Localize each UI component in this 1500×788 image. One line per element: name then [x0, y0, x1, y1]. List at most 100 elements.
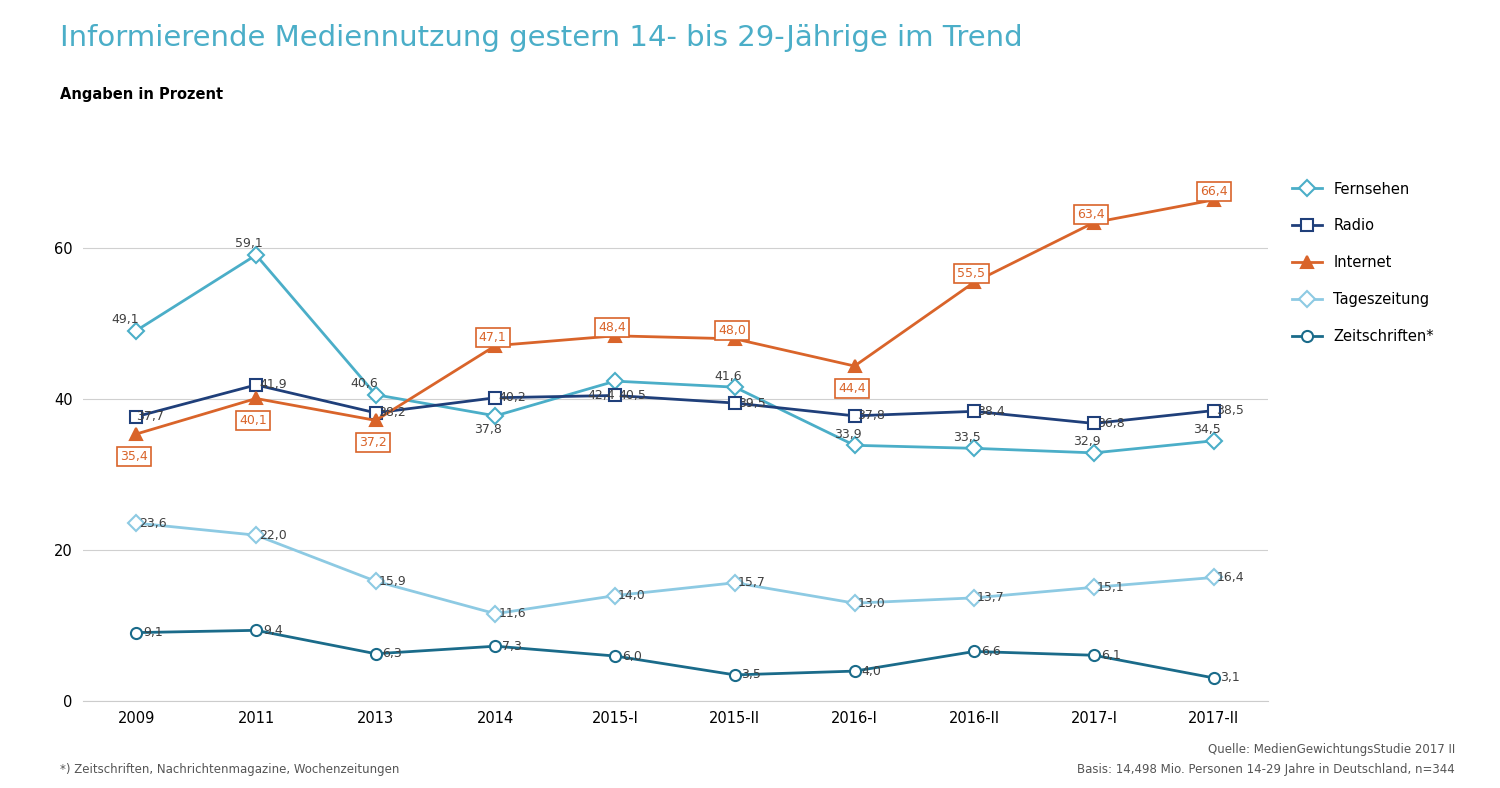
Zeitschriften* [606, 651, 624, 660]
Fernsehen [1084, 448, 1102, 458]
Radio [846, 411, 864, 421]
Text: 34,5: 34,5 [1192, 423, 1221, 437]
Line: Radio: Radio [130, 379, 1220, 429]
Radio [606, 391, 624, 400]
Internet [606, 331, 624, 340]
Text: 40,1: 40,1 [240, 414, 267, 427]
Text: Basis: 14,498 Mio. Personen 14-29 Jahre in Deutschland, n=344: Basis: 14,498 Mio. Personen 14-29 Jahre … [1077, 764, 1455, 776]
Text: 15,9: 15,9 [378, 574, 406, 588]
Text: 39,5: 39,5 [738, 396, 765, 410]
Text: Angaben in Prozent: Angaben in Prozent [60, 87, 223, 102]
Zeitschriften* [486, 641, 504, 651]
Tageszeitung [846, 598, 864, 608]
Text: 13,0: 13,0 [858, 597, 885, 610]
Text: 40,2: 40,2 [498, 392, 526, 404]
Radio [248, 380, 266, 389]
Text: 44,4: 44,4 [839, 381, 866, 395]
Text: 38,2: 38,2 [378, 407, 406, 419]
Text: 33,5: 33,5 [954, 431, 981, 444]
Zeitschriften* [1204, 673, 1222, 682]
Text: 41,9: 41,9 [260, 378, 286, 392]
Fernsehen [486, 411, 504, 421]
Text: Quelle: MedienGewichtungsStudie 2017 II: Quelle: MedienGewichtungsStudie 2017 II [1208, 744, 1455, 756]
Text: 3,5: 3,5 [741, 668, 762, 682]
Radio [964, 407, 982, 416]
Text: 41,6: 41,6 [714, 370, 741, 382]
Text: 23,6: 23,6 [140, 517, 166, 530]
Zeitschriften* [248, 626, 266, 635]
Line: Internet: Internet [130, 194, 1220, 440]
Text: 22,0: 22,0 [260, 529, 286, 541]
Text: 36,8: 36,8 [1096, 417, 1125, 430]
Line: Fernsehen: Fernsehen [130, 250, 1220, 459]
Text: 66,4: 66,4 [1200, 185, 1227, 198]
Radio [1084, 418, 1102, 428]
Tageszeitung [1204, 573, 1222, 582]
Text: 6,3: 6,3 [382, 647, 402, 660]
Text: *) Zeitschriften, Nachrichtenmagazine, Wochenzeitungen: *) Zeitschriften, Nachrichtenmagazine, W… [60, 764, 399, 776]
Zeitschriften* [128, 628, 146, 637]
Text: 14,0: 14,0 [618, 589, 645, 602]
Tageszeitung [128, 519, 146, 528]
Text: 3,1: 3,1 [1221, 671, 1240, 685]
Text: 32,9: 32,9 [1072, 435, 1101, 448]
Text: 15,7: 15,7 [738, 576, 765, 589]
Text: 37,8: 37,8 [858, 410, 885, 422]
Tageszeitung [486, 609, 504, 619]
Internet [486, 341, 504, 351]
Zeitschriften* [1084, 651, 1102, 660]
Text: 59,1: 59,1 [236, 237, 262, 251]
Text: 9,1: 9,1 [142, 626, 164, 639]
Text: 35,4: 35,4 [120, 450, 147, 463]
Text: 6,6: 6,6 [981, 645, 1000, 658]
Text: 63,4: 63,4 [1077, 208, 1106, 221]
Text: 42,4: 42,4 [588, 388, 615, 402]
Fernsehen [368, 390, 386, 400]
Tageszeitung [964, 593, 982, 603]
Tageszeitung [606, 591, 624, 600]
Radio [1204, 406, 1222, 415]
Internet [128, 429, 146, 439]
Fernsehen [964, 444, 982, 453]
Text: 38,4: 38,4 [976, 405, 1005, 418]
Internet [1084, 217, 1102, 227]
Internet [964, 277, 982, 287]
Text: 9,4: 9,4 [262, 624, 282, 637]
Text: Informierende Mediennutzung gestern 14- bis 29-Jährige im Trend: Informierende Mediennutzung gestern 14- … [60, 24, 1023, 52]
Internet [726, 334, 744, 344]
Legend: Fernsehen, Radio, Internet, Tageszeitung, Zeitschriften*: Fernsehen, Radio, Internet, Tageszeitung… [1287, 176, 1440, 350]
Text: 40,6: 40,6 [351, 377, 378, 390]
Internet [248, 394, 266, 403]
Text: 37,2: 37,2 [358, 436, 387, 449]
Text: 49,1: 49,1 [111, 313, 140, 326]
Fernsehen [606, 377, 624, 386]
Text: 15,1: 15,1 [1096, 581, 1125, 594]
Fernsehen [248, 251, 266, 260]
Zeitschriften* [726, 670, 744, 679]
Text: 40,5: 40,5 [618, 389, 646, 402]
Internet [368, 415, 386, 425]
Tageszeitung [248, 530, 266, 540]
Fernsehen [726, 382, 744, 392]
Radio [726, 398, 744, 407]
Text: 55,5: 55,5 [957, 267, 986, 281]
Line: Zeitschriften*: Zeitschriften* [130, 625, 1220, 683]
Text: 16,4: 16,4 [1216, 571, 1243, 584]
Tageszeitung [1084, 582, 1102, 592]
Tageszeitung [368, 577, 386, 586]
Fernsehen [1204, 436, 1222, 445]
Zeitschriften* [964, 647, 982, 656]
Text: 37,8: 37,8 [474, 423, 502, 437]
Text: 6,1: 6,1 [1101, 649, 1120, 662]
Radio [368, 408, 386, 418]
Internet [1204, 195, 1222, 205]
Internet [846, 361, 864, 370]
Radio [486, 393, 504, 403]
Text: 4,0: 4,0 [861, 664, 880, 678]
Text: 11,6: 11,6 [498, 608, 526, 620]
Tageszeitung [726, 578, 744, 588]
Text: 38,5: 38,5 [1216, 404, 1243, 417]
Zeitschriften* [368, 649, 386, 659]
Radio [128, 412, 146, 422]
Text: 7,3: 7,3 [503, 640, 522, 652]
